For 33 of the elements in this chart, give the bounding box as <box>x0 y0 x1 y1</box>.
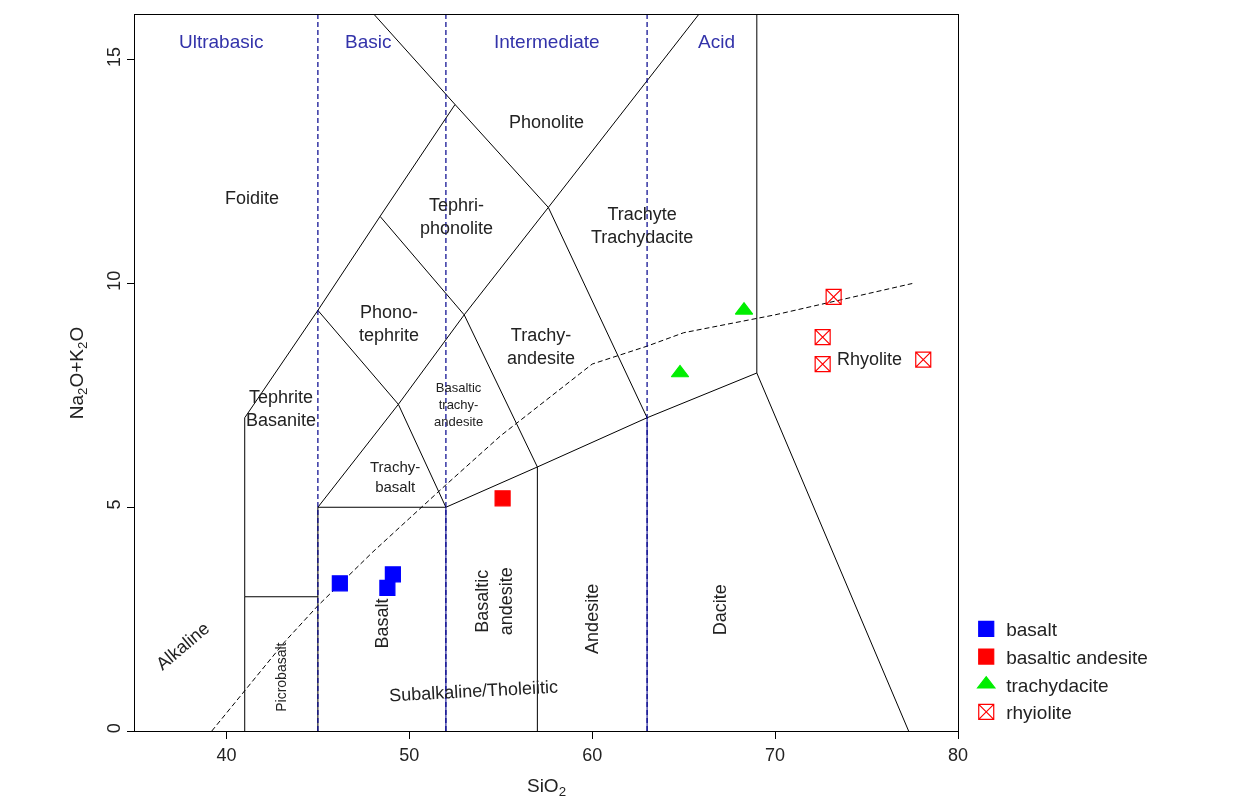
annotation: Picrobasalt <box>273 642 290 712</box>
x-tick-label: 50 <box>399 744 420 765</box>
legend-label: trachydacite <box>1006 674 1109 696</box>
annotation: Trachy- andesite <box>507 325 576 369</box>
annotation: Subalkaline/Tholeiitic <box>388 676 559 706</box>
annotation: Dacite <box>710 584 731 636</box>
annotation: Phono- tephrite <box>359 302 420 346</box>
annotation: Basaltic trachy- andesite <box>434 380 484 429</box>
annotation: Basaltic andesite <box>472 567 516 636</box>
y-tick-label: 0 <box>103 723 124 734</box>
annotation: Tephri- phonolite <box>420 195 494 239</box>
x-tick-label: 70 <box>765 744 786 765</box>
annotation: Basic <box>345 31 392 52</box>
annotation: Trachy- basalt <box>370 458 421 495</box>
legend-label: rhyiolite <box>1006 702 1072 724</box>
x-axis-title: SiO$_{2}$ <box>526 775 567 800</box>
annotation: Foidite <box>225 188 280 208</box>
y-tick-label: 5 <box>103 499 124 510</box>
annotation: Rhyolite <box>837 349 903 369</box>
annotation: Andesite <box>582 583 603 654</box>
y-tick-label: 15 <box>103 47 124 68</box>
annotation: Phonolite <box>509 112 585 132</box>
annotation: Ultrabasic <box>179 31 264 52</box>
legend-label: basalt <box>1006 619 1058 641</box>
x-tick-label: 60 <box>582 744 603 765</box>
annotation: Trachyte Trachydacite <box>591 204 694 248</box>
x-tick-label: 40 <box>216 744 237 765</box>
legend-label: basaltic andesite <box>1006 646 1148 668</box>
annotation: Acid <box>698 31 735 52</box>
annotation: Basalt <box>372 598 393 649</box>
annotation: Intermediate <box>494 31 600 52</box>
y-tick-label: 10 <box>103 270 124 291</box>
x-tick-label: 80 <box>947 744 969 765</box>
